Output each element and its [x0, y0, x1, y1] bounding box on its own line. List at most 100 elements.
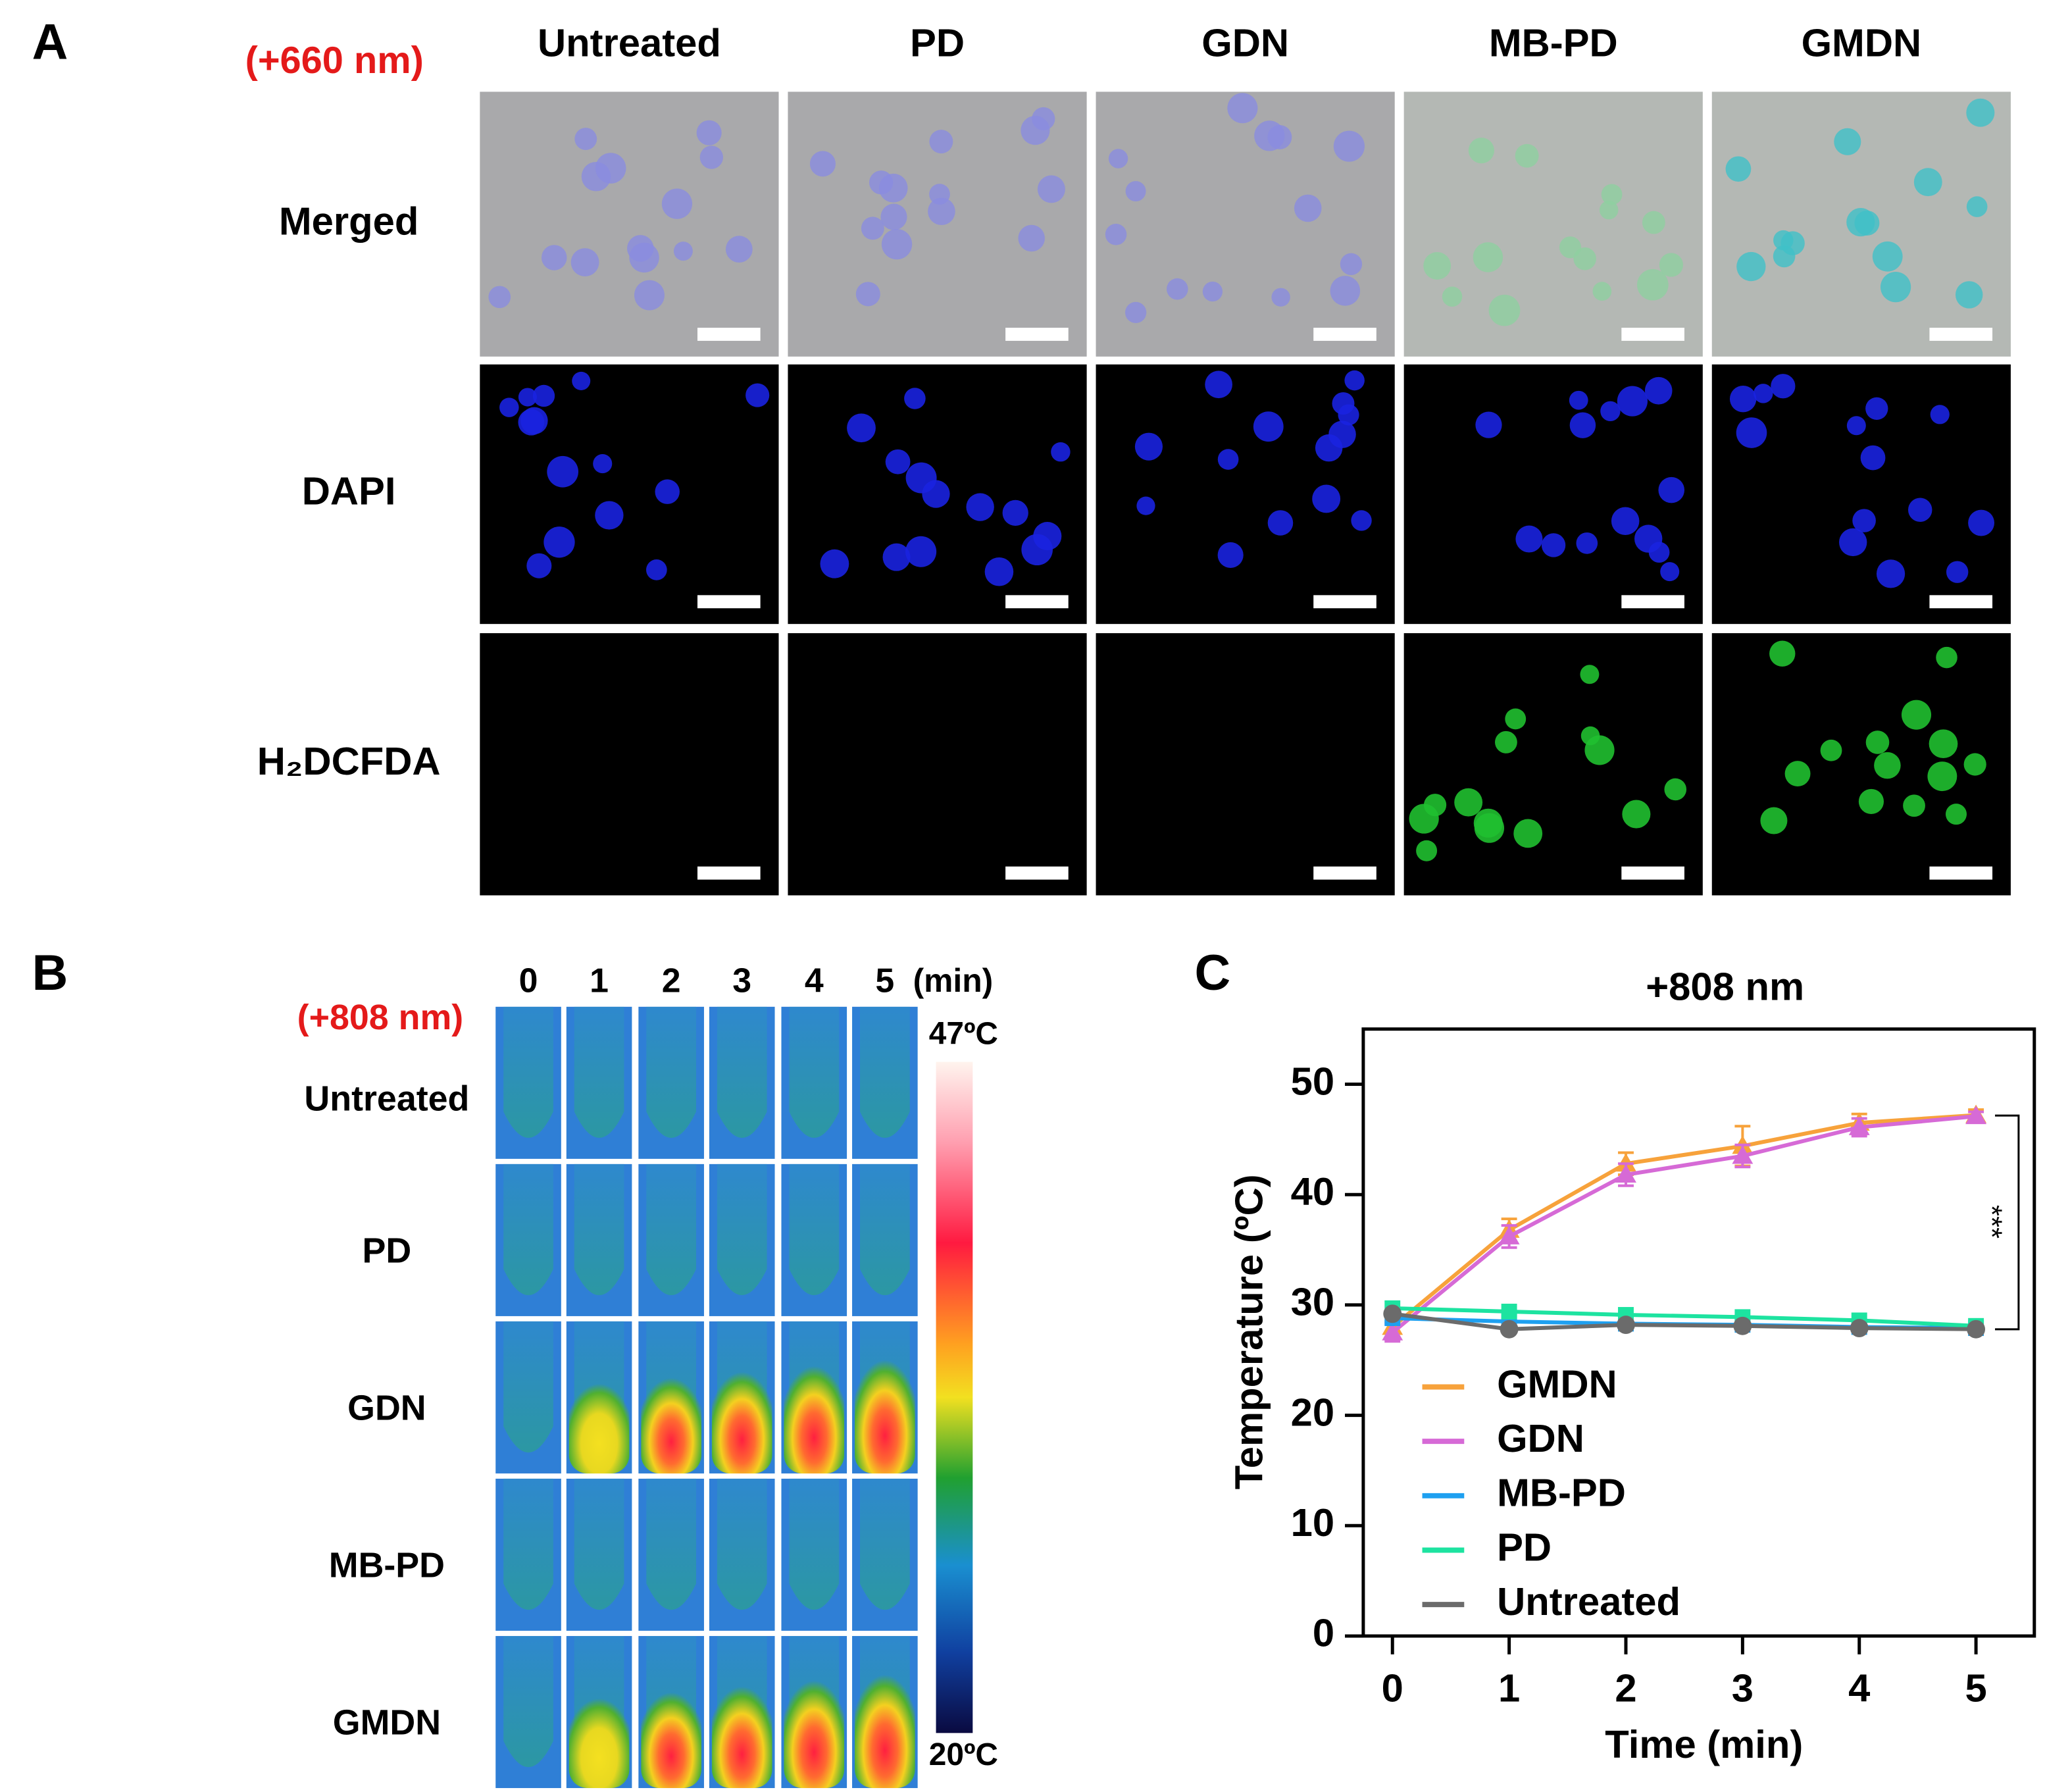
- image-bg: [1403, 633, 1703, 896]
- scale-min: 20ºC: [929, 1737, 998, 1772]
- scale-bar: [1313, 866, 1376, 880]
- scale-bar: [1005, 595, 1069, 609]
- cell: [1002, 499, 1028, 526]
- heat: [641, 1681, 701, 1789]
- micrograph: [788, 364, 1087, 625]
- micrograph: [1096, 91, 1395, 357]
- color-bar: [936, 1062, 973, 1733]
- cell: [1903, 794, 1925, 817]
- column-label: GDN: [1201, 20, 1289, 64]
- cell: [572, 371, 591, 390]
- cell: [1648, 542, 1670, 563]
- cell: [1475, 411, 1502, 438]
- cell: [574, 128, 597, 150]
- cell: [1294, 194, 1322, 222]
- micrograph: [1711, 364, 2011, 625]
- cell: [1907, 498, 1932, 523]
- thermal-image: [709, 1635, 775, 1789]
- cell: [1599, 200, 1619, 220]
- cell: [1227, 93, 1258, 124]
- cell: [1315, 434, 1343, 462]
- cell: [1736, 417, 1767, 448]
- thermal-image: [566, 1006, 632, 1159]
- thermal-image: [638, 1478, 704, 1631]
- scale-bar: [697, 327, 761, 341]
- scale-bar: [1005, 866, 1069, 880]
- cell: [595, 153, 626, 184]
- cell: [1488, 294, 1521, 326]
- condition-label: (+808 nm): [297, 998, 464, 1037]
- legend-label: GDN: [1497, 1416, 1584, 1460]
- cell: [1872, 241, 1903, 272]
- scale-bar: [1313, 595, 1376, 609]
- cell: [1963, 753, 1986, 776]
- cell: [1611, 507, 1640, 536]
- thermal-image: [638, 1321, 704, 1473]
- cell: [1771, 374, 1796, 399]
- tube: [859, 1006, 910, 1139]
- thermal-image: [852, 1321, 918, 1473]
- image-bg: [480, 364, 779, 625]
- cell: [1018, 224, 1045, 252]
- cell: [1584, 735, 1615, 765]
- cell: [1569, 412, 1596, 438]
- time-label: 5: [875, 961, 894, 1000]
- scale-bar: [1005, 327, 1069, 341]
- significance-bracket: [1995, 1114, 2020, 1331]
- thermal-image: [709, 1321, 775, 1473]
- cell: [1769, 640, 1796, 667]
- thermal-image: [495, 1164, 561, 1316]
- micrograph: [480, 633, 779, 896]
- y-tick-label: 40: [1291, 1169, 1334, 1214]
- marker: [1617, 1316, 1635, 1335]
- column-label: PD: [910, 20, 965, 64]
- annotation: ***: [1975, 1205, 2007, 1239]
- cell: [1664, 778, 1687, 801]
- cell: [878, 173, 908, 203]
- x-tick-label: 4: [1848, 1666, 1870, 1710]
- cell: [1330, 276, 1361, 306]
- cell: [1659, 253, 1684, 277]
- panel-label: A: [32, 14, 68, 70]
- cell: [595, 501, 624, 530]
- scale-bar: [1929, 595, 1993, 609]
- thermal-image: [495, 1006, 561, 1159]
- scale-bar: [1621, 595, 1684, 609]
- tube: [503, 1164, 553, 1296]
- cell: [1253, 411, 1284, 442]
- marker: [1965, 1106, 1987, 1125]
- micrograph: [1403, 633, 1703, 896]
- scale-bar: [1313, 327, 1376, 341]
- cell: [905, 462, 937, 494]
- thermal-image: [781, 1478, 847, 1631]
- cell: [1865, 730, 1890, 754]
- cell: [1600, 401, 1621, 421]
- thermal-image: [495, 1321, 561, 1473]
- cell: [861, 217, 884, 240]
- cell: [1780, 231, 1805, 255]
- cell: [1338, 404, 1359, 426]
- panel-b: B (+808 nm) (min) 47ºC 20ºC 0 1 2 3 4 5 Untrea…: [32, 945, 998, 1789]
- cell: [661, 188, 693, 219]
- chart-title: +808 nm: [1646, 965, 1804, 1009]
- image-bg: [480, 633, 779, 896]
- panel-a: A (+660 nm) Untreated PD GDN MB-PD GMDN Merge…: [32, 14, 2011, 896]
- cell: [1865, 397, 1888, 420]
- cell: [1416, 840, 1438, 861]
- cell: [1271, 288, 1290, 307]
- heat: [641, 1367, 701, 1473]
- cell: [1927, 761, 1957, 792]
- thermal-image: [638, 1635, 704, 1789]
- time-label: 0: [519, 961, 538, 1000]
- tube: [789, 1006, 840, 1139]
- cell: [634, 280, 665, 311]
- cell: [1021, 115, 1050, 145]
- row-label: DAPI: [302, 469, 396, 513]
- cell: [1541, 533, 1566, 557]
- thermal-image: [709, 1478, 775, 1631]
- cell: [1473, 242, 1503, 272]
- x-tick-label: 0: [1382, 1666, 1403, 1710]
- cell: [1423, 252, 1452, 280]
- cell: [1658, 476, 1685, 503]
